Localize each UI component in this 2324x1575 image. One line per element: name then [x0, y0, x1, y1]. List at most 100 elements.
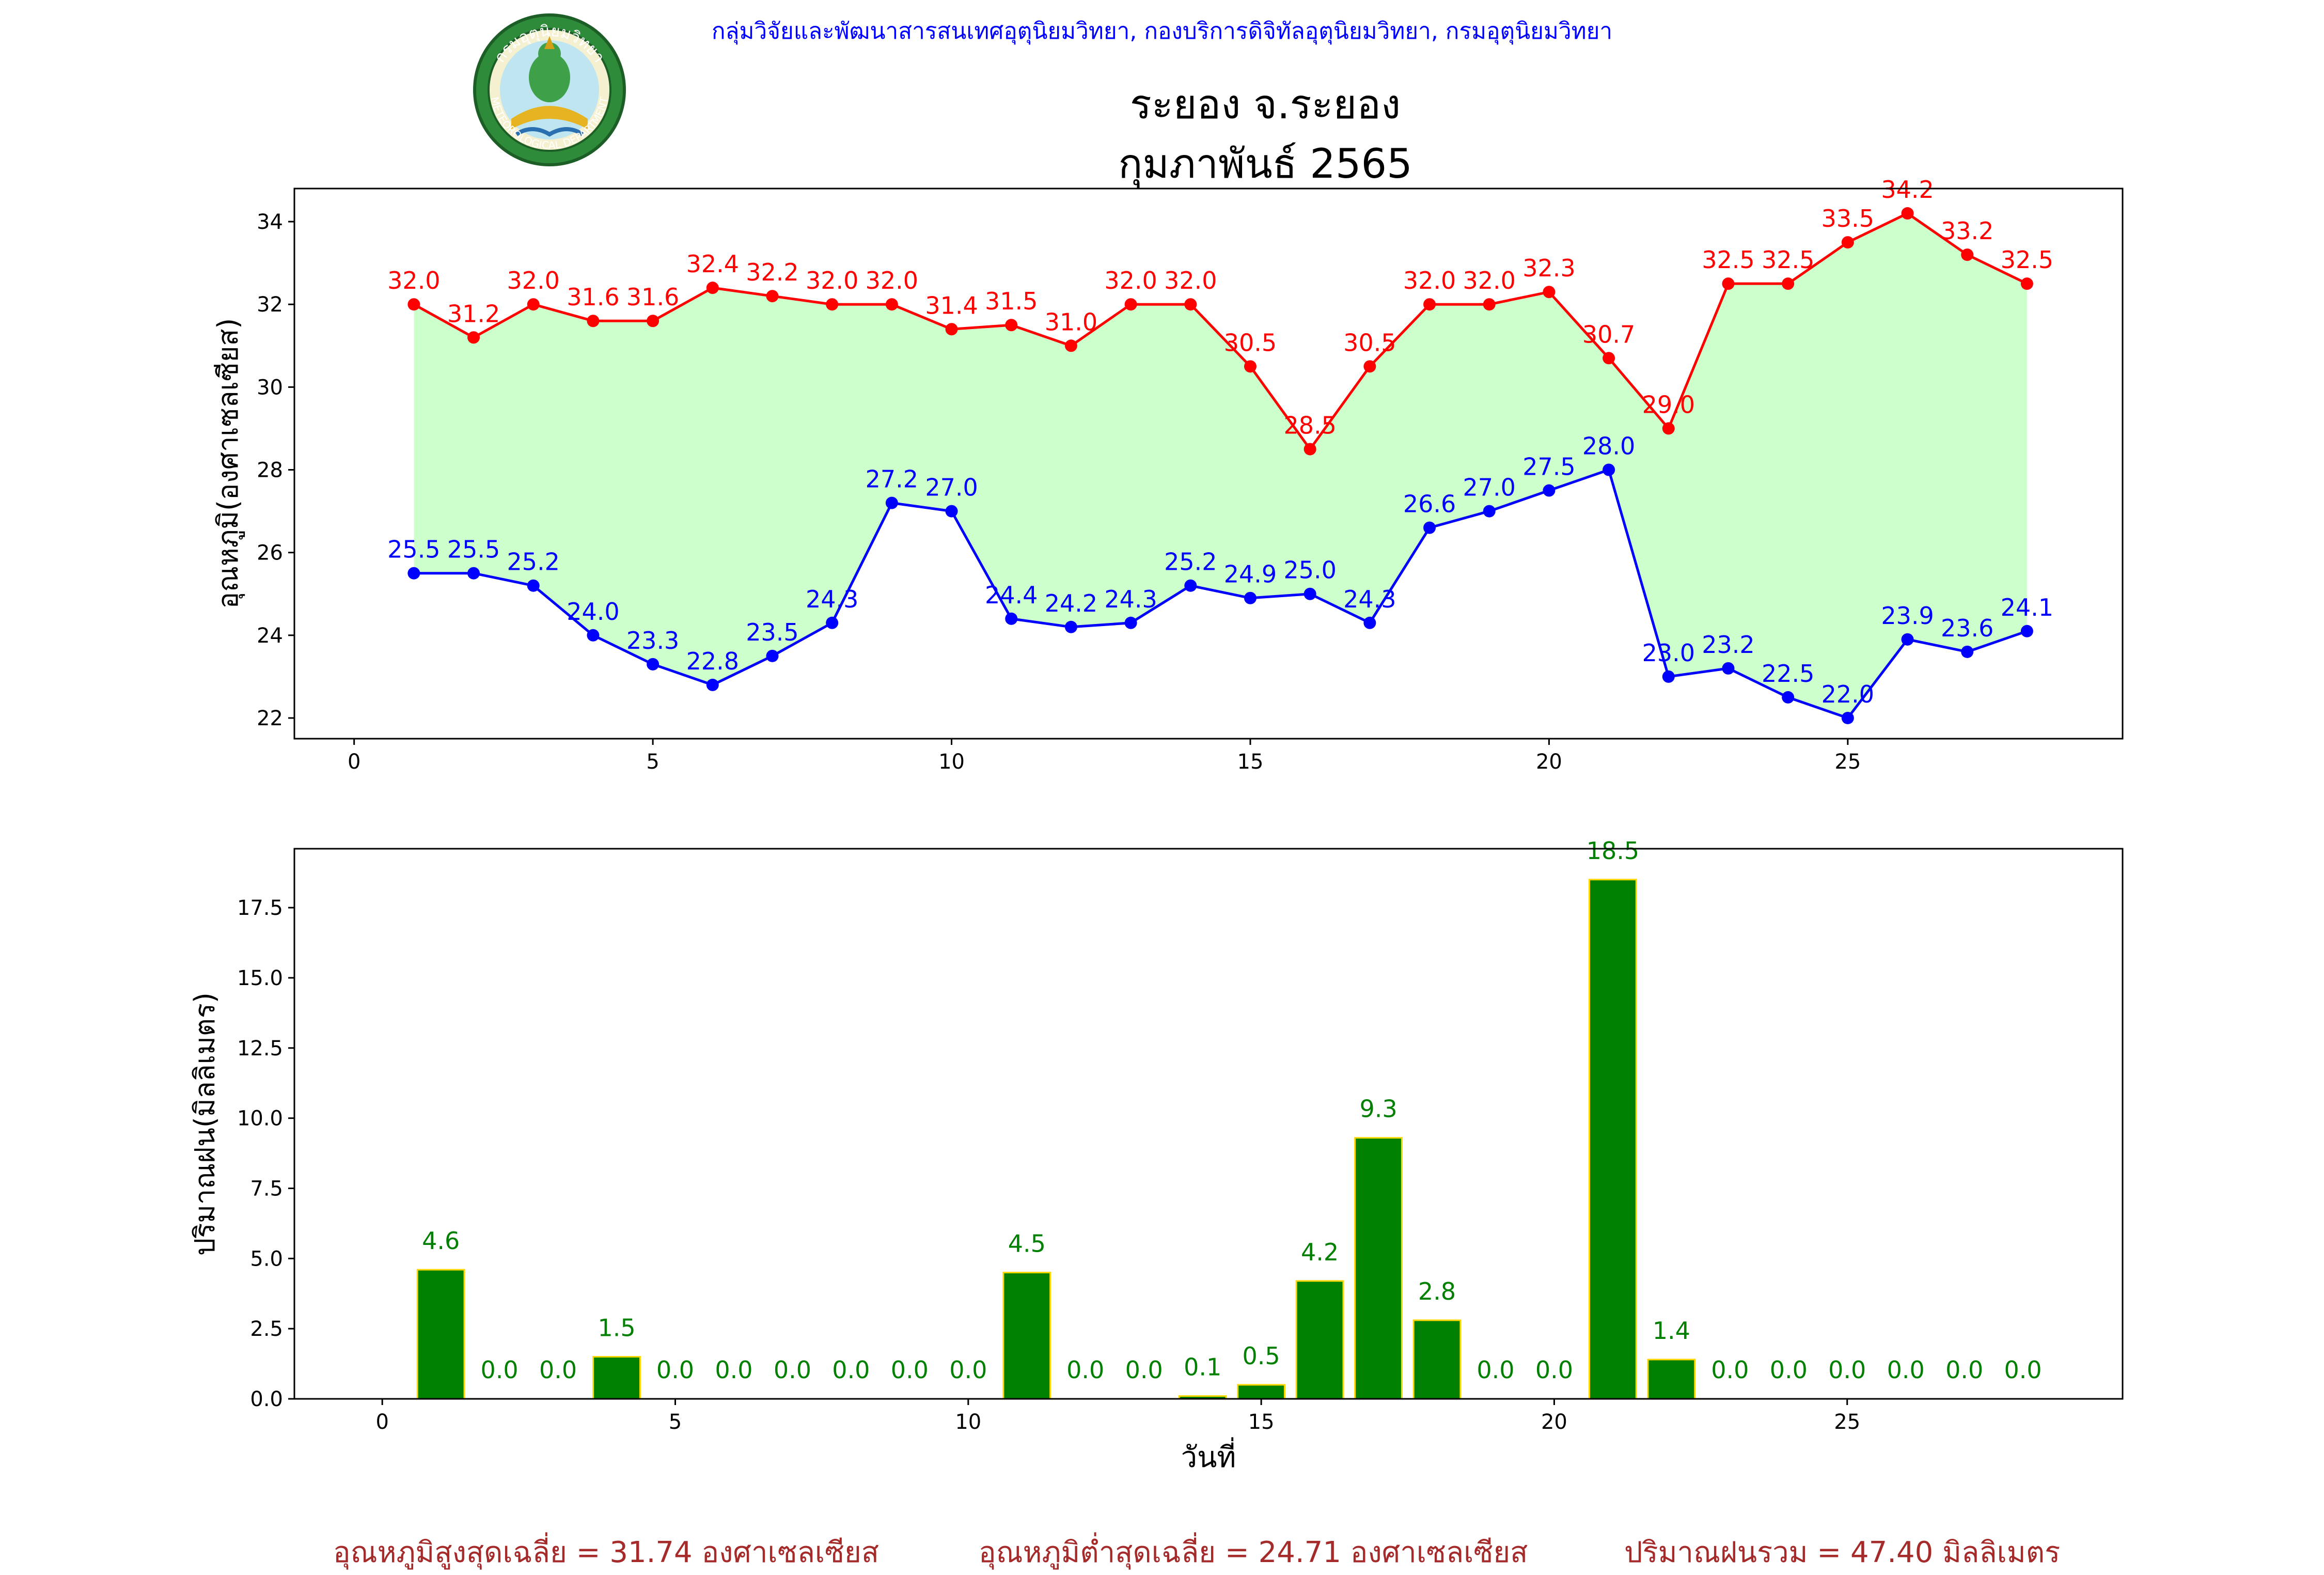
data-label-max-day-20: 32.3	[1522, 254, 1575, 282]
point-max-day-13	[1124, 298, 1137, 311]
rain-label-day-6: 0.0	[715, 1356, 752, 1384]
data-label-max-day-14: 32.0	[1164, 267, 1217, 294]
data-label-min-day-3: 25.2	[507, 548, 560, 576]
point-max-day-6	[706, 282, 719, 294]
temp-y-tick-label-28: 28	[257, 459, 283, 482]
point-min-day-16	[1304, 587, 1316, 600]
point-max-day-14	[1184, 298, 1197, 311]
point-min-day-19	[1483, 505, 1496, 518]
department-line: กลุ่มวิจัยและพัฒนาสารสนเทศอุตุนิยมวิทยา,…	[711, 18, 1613, 44]
rain-label-day-28: 0.0	[2004, 1356, 2042, 1384]
point-min-day-5	[647, 658, 659, 670]
data-label-max-day-8: 32.0	[806, 267, 858, 294]
point-max-day-1	[407, 298, 420, 311]
data-label-max-day-15: 30.5	[1224, 329, 1277, 356]
rain-y-tick-label-17.5: 17.5	[237, 896, 283, 920]
point-max-day-17	[1363, 360, 1376, 373]
rain-y-tick-label-15.0: 15.0	[237, 966, 283, 990]
data-label-max-day-18: 32.0	[1403, 267, 1456, 294]
rain-bar-day-17	[1354, 1137, 1403, 1400]
rain-label-day-8: 0.0	[832, 1356, 870, 1384]
rain-label-day-20: 0.0	[1535, 1356, 1573, 1384]
rain-x-tick-label-10: 10	[955, 1410, 981, 1434]
point-min-day-28	[2020, 625, 2033, 637]
data-label-min-day-25: 22.0	[1821, 680, 1874, 708]
temp-y-tick-label-34: 34	[257, 210, 283, 234]
point-max-day-4	[587, 315, 600, 328]
data-label-min-day-26: 23.9	[1881, 602, 1934, 630]
rain-label-day-10: 0.0	[949, 1356, 987, 1384]
data-label-min-day-23: 23.2	[1702, 631, 1754, 659]
rain-label-day-22: 1.4	[1653, 1317, 1690, 1345]
data-label-max-day-9: 32.0	[866, 267, 918, 294]
rain-label-day-12: 0.0	[1066, 1356, 1104, 1384]
temperature-y-axis-label: อุณหภูมิ(องศาเซลเซียส)	[212, 318, 245, 609]
point-max-day-20	[1543, 286, 1556, 299]
temp-x-tick-label-25: 25	[1834, 750, 1861, 774]
point-max-day-18	[1423, 298, 1436, 311]
rain-label-day-1: 4.6	[422, 1227, 460, 1255]
point-max-day-12	[1064, 339, 1077, 352]
data-label-min-day-21: 28.0	[1582, 432, 1635, 460]
data-label-min-day-19: 27.0	[1463, 474, 1516, 502]
series-line-min-temp	[414, 468, 2028, 720]
point-min-day-2	[467, 567, 480, 580]
point-max-day-24	[1782, 277, 1795, 290]
rain-label-day-16: 4.2	[1301, 1238, 1339, 1266]
temp-y-tick-label-30: 30	[257, 376, 283, 399]
rain-bar-day-4	[592, 1355, 641, 1400]
chart-title-station: ระยอง จ.ระยอง	[1129, 82, 1401, 128]
rain-label-day-5: 0.0	[656, 1356, 694, 1384]
point-max-day-2	[467, 331, 480, 344]
data-label-max-day-24: 32.5	[1762, 246, 1814, 274]
point-max-day-11	[1005, 319, 1018, 332]
data-label-max-day-27: 33.2	[1941, 217, 1993, 245]
rain-x-tick-label-5: 5	[669, 1410, 682, 1434]
temp-x-tick-label-0: 0	[348, 750, 360, 774]
rain-bar-day-21	[1589, 879, 1637, 1400]
data-label-max-day-11: 31.5	[985, 287, 1038, 315]
temp-y-tick-label-22: 22	[257, 707, 283, 730]
point-max-day-27	[1961, 248, 1974, 261]
rain-y-tick-label-7.5: 7.5	[250, 1177, 283, 1200]
temp-x-tick-label-15: 15	[1237, 750, 1264, 774]
point-min-day-11	[1005, 612, 1018, 625]
point-max-day-25	[1841, 236, 1854, 249]
data-label-min-day-10: 27.0	[925, 474, 978, 502]
point-min-day-3	[527, 579, 540, 592]
meteorological-department-logo: กรมอุตุนิยมวิทยา METEOROLOGICAL DEPARTME…	[473, 13, 626, 166]
summary-avg-min-temp: อุณหภูมิต่ำสุดเฉลี่ย = 24.71 องศาเซลเซีย…	[979, 1536, 1528, 1569]
rain-label-day-23: 0.0	[1711, 1356, 1749, 1384]
rain-x-tick-label-25: 25	[1834, 1410, 1860, 1434]
data-label-min-day-22: 23.0	[1642, 639, 1695, 667]
point-max-day-16	[1304, 443, 1316, 456]
temp-x-tick-label-5: 5	[646, 750, 659, 774]
data-label-min-day-5: 23.3	[626, 627, 679, 654]
data-label-max-day-21: 30.7	[1582, 320, 1635, 348]
data-label-min-day-1: 25.5	[387, 536, 440, 564]
rain-label-day-7: 0.0	[774, 1356, 811, 1384]
data-label-max-day-7: 32.2	[746, 258, 798, 286]
rain-x-tick-label-20: 20	[1541, 1410, 1567, 1434]
data-label-max-day-2: 31.2	[447, 300, 500, 328]
point-max-day-9	[885, 298, 898, 311]
summary-total-rain: ปริมาณฝนรวม = 47.40 มิลลิเมตร	[1624, 1536, 2061, 1569]
temp-x-tick-label-20: 20	[1536, 750, 1562, 774]
chart-title-period: กุมภาพันธ์ 2565	[1118, 141, 1412, 188]
temp-y-tick-label-26: 26	[257, 541, 283, 565]
summary-avg-max-temp: อุณหภูมิสูงสุดเฉลี่ย = 31.74 องศาเซลเซีย…	[333, 1536, 880, 1569]
point-max-day-7	[766, 290, 779, 303]
data-label-max-day-19: 32.0	[1463, 267, 1516, 294]
data-label-min-day-13: 24.3	[1104, 585, 1157, 613]
point-min-day-25	[1841, 711, 1854, 724]
rain-bar-day-18	[1412, 1319, 1462, 1400]
data-label-max-day-5: 31.6	[626, 283, 679, 311]
point-max-day-5	[647, 315, 659, 328]
rain-x-tick-label-0: 0	[375, 1410, 388, 1434]
data-label-max-day-1: 32.0	[387, 267, 440, 294]
temp-x-tick-label-10: 10	[938, 750, 965, 774]
point-max-day-23	[1722, 277, 1735, 290]
data-label-max-day-12: 31.0	[1045, 308, 1097, 336]
temp-y-tick-label-32: 32	[257, 293, 283, 317]
